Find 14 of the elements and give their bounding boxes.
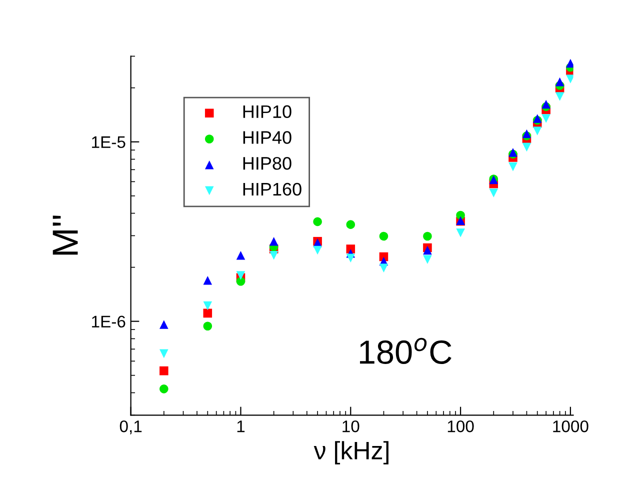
legend-label: HIP160 bbox=[243, 182, 302, 196]
y-axis-title: M'' bbox=[52, 216, 78, 255]
legend-label: HIP40 bbox=[243, 131, 292, 144]
x-tick-label: 0,1 bbox=[120, 420, 142, 434]
y-tick-label: 1E-5 bbox=[92, 136, 126, 148]
x-tick-label: 1000 bbox=[553, 420, 588, 432]
annotation: 180$^{o}$C bbox=[360, 338, 452, 364]
x-tick-label: 10 bbox=[342, 420, 360, 432]
x-tick-label: 1 bbox=[237, 420, 245, 432]
y-tick-label: 1E-6 bbox=[92, 316, 126, 328]
x-axis-title: ν [kHz] bbox=[314, 441, 388, 464]
legend-label: HIP10 bbox=[243, 105, 292, 118]
x-tick-label: 100 bbox=[448, 420, 474, 432]
legend-label: HIP80 bbox=[243, 156, 292, 170]
